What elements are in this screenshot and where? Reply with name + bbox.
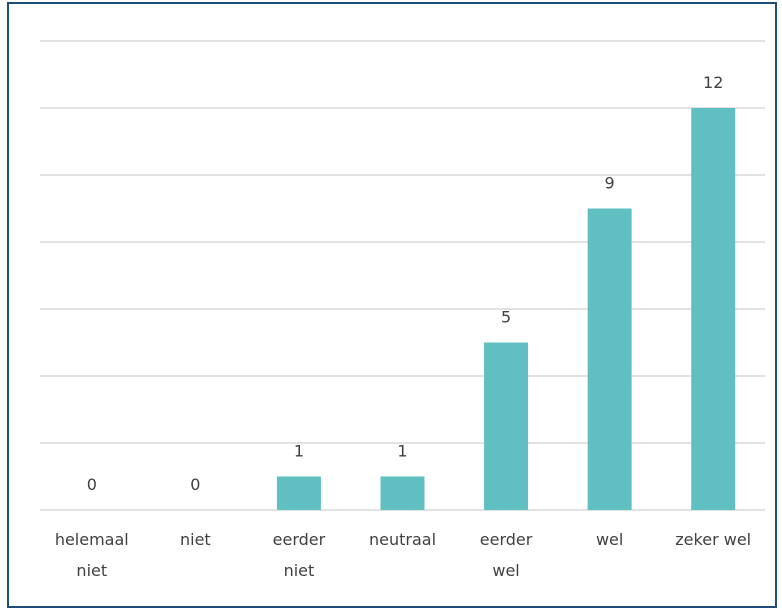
bar	[484, 342, 529, 510]
x-tick-label: eerder niet	[272, 530, 326, 580]
value-label: 12	[703, 73, 723, 92]
value-label: 9	[605, 174, 615, 193]
x-tick-label: eerder wel	[479, 530, 533, 580]
bar	[380, 476, 425, 510]
value-label: 1	[294, 442, 304, 461]
x-tick-label: helemaal niet	[54, 530, 129, 580]
value-label: 5	[501, 308, 511, 327]
value-label: 0	[87, 475, 97, 494]
bar	[691, 108, 736, 510]
value-label: 0	[190, 475, 200, 494]
x-tick-label: niet	[179, 530, 211, 549]
x-tick-label: zeker wel	[675, 530, 752, 549]
x-tick-label: wel	[595, 530, 624, 549]
bar	[587, 208, 632, 510]
bar	[276, 476, 321, 510]
x-tick-label: neutraal	[368, 530, 437, 549]
value-label: 1	[397, 442, 407, 461]
